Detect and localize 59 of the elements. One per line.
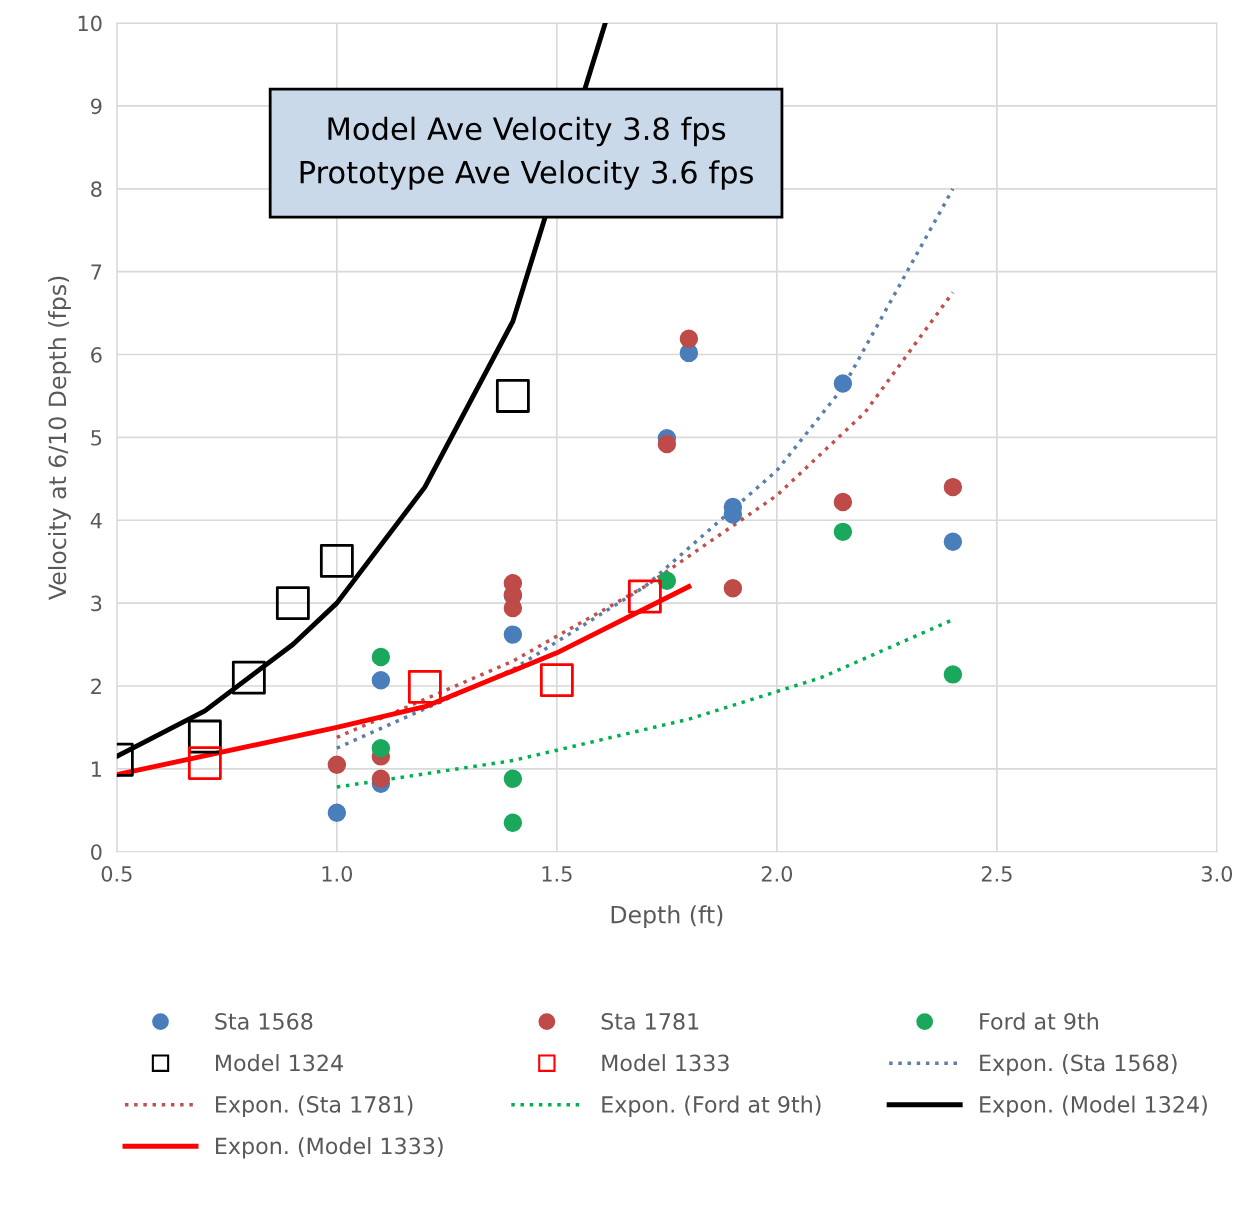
point <box>723 579 743 598</box>
point <box>943 532 963 552</box>
point <box>833 492 853 512</box>
y-tick-label: 7 <box>91 264 102 280</box>
legend-label: Expon. (Sta 1781) <box>216 1095 413 1118</box>
y-tick-label: 10 <box>78 15 102 32</box>
point <box>327 803 347 822</box>
point <box>503 813 523 832</box>
legend-label: Model 1324 <box>216 1054 343 1072</box>
point <box>371 769 391 788</box>
y-tick-label: 6 <box>91 346 102 363</box>
point <box>503 598 523 618</box>
legend-label: Sta 1781 <box>601 1012 699 1030</box>
y-tick-label: 5 <box>91 430 102 446</box>
legend-label: Expon. (Model 1333) <box>216 1137 443 1159</box>
legend-label: Ford at 9th <box>980 1012 1098 1030</box>
point <box>495 379 530 413</box>
line-series <box>335 290 955 740</box>
x-tick-label: 0.5 <box>101 865 132 882</box>
legend-label: Expon. (Ford at 9th) <box>602 1095 821 1118</box>
y-tick-label: 9 <box>91 98 102 115</box>
point <box>679 329 699 348</box>
point <box>943 665 963 684</box>
point <box>371 738 391 758</box>
point <box>627 579 662 614</box>
legend-label: Model 1333 <box>602 1054 729 1072</box>
x-tick-label: 2.5 <box>981 865 1012 882</box>
point <box>371 647 391 667</box>
y-tick-label: 8 <box>91 181 102 198</box>
x-tick-label: 1.5 <box>542 866 572 882</box>
y-axis-title: Velocity at 6/10 Depth (fps) <box>48 276 71 600</box>
y-tick-label: 1 <box>91 761 102 777</box>
point <box>187 746 222 780</box>
x-tick-label: 2.0 <box>761 865 793 882</box>
x-tick-label: 1.0 <box>322 865 353 882</box>
point <box>657 571 677 590</box>
point <box>327 755 347 774</box>
x-axis-title: Depth (ft) <box>611 905 723 929</box>
y-tick-label: 4 <box>90 512 102 529</box>
annotation: Model Ave Velocity 3.8 fps Prototype Ave Velocity 3.6 fps <box>300 116 753 190</box>
legend-label: Expon. (Model 1324) <box>980 1095 1207 1118</box>
point <box>833 374 853 393</box>
point <box>275 586 310 621</box>
point <box>407 669 442 704</box>
point <box>231 660 266 695</box>
point <box>503 625 523 644</box>
point <box>371 670 391 690</box>
y-tick-label: 0 <box>91 844 102 860</box>
point <box>503 769 523 788</box>
y-tick-label: 2 <box>91 678 101 694</box>
point <box>657 434 677 454</box>
point <box>319 543 354 578</box>
x-tick-label: 3.0 <box>1201 865 1233 882</box>
point <box>943 477 963 497</box>
y-tick-label: 3 <box>91 595 102 612</box>
point <box>539 663 574 698</box>
point <box>833 522 853 542</box>
legend-label: Expon. (Sta 1568) <box>980 1054 1177 1076</box>
legend-label: Sta 1568 <box>215 1012 313 1030</box>
